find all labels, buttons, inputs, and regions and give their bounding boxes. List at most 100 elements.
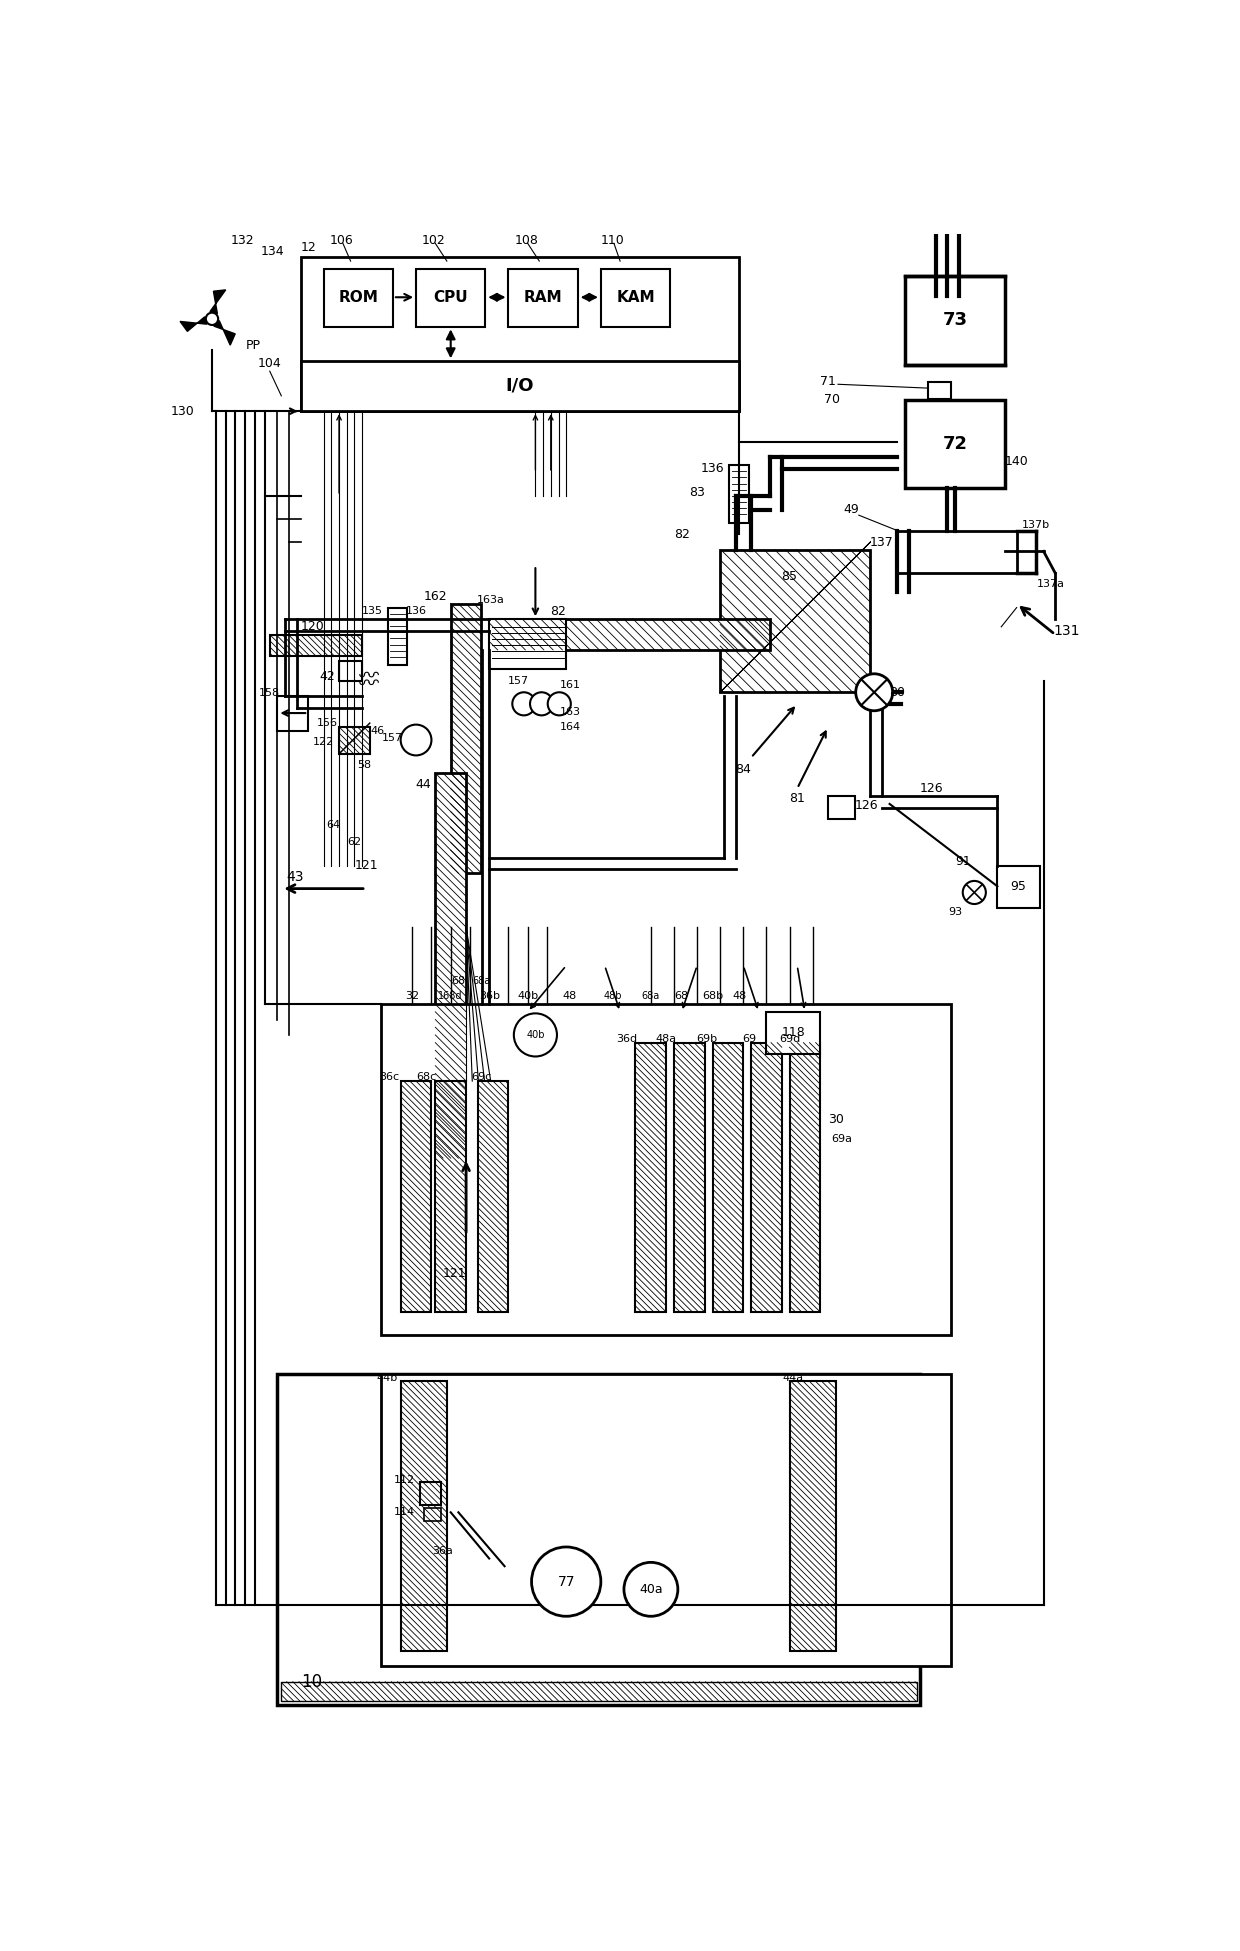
Text: 84: 84: [735, 763, 751, 776]
Text: 70: 70: [823, 394, 839, 406]
Text: 44: 44: [415, 778, 432, 792]
Text: 44a: 44a: [782, 1374, 804, 1383]
Text: ROM: ROM: [339, 291, 378, 304]
Bar: [729, 464, 749, 523]
Text: 157: 157: [382, 734, 403, 743]
Polygon shape: [212, 318, 236, 345]
Text: 130: 130: [171, 404, 195, 418]
Text: 162: 162: [424, 589, 448, 603]
Bar: [270, 634, 362, 656]
Text: 134: 134: [260, 244, 284, 258]
Text: 69a: 69a: [831, 1134, 852, 1143]
Text: 122: 122: [312, 737, 335, 747]
Circle shape: [513, 1013, 557, 1057]
Text: 12: 12: [300, 242, 316, 254]
Bar: [435, 773, 466, 1159]
Polygon shape: [211, 291, 226, 318]
Bar: [508, 269, 578, 326]
Text: 30: 30: [828, 1114, 843, 1126]
Circle shape: [856, 673, 893, 710]
Text: 42: 42: [320, 671, 335, 683]
Bar: [420, 1481, 441, 1504]
Text: 43: 43: [286, 870, 304, 884]
Bar: [905, 400, 1006, 488]
Bar: [751, 1042, 781, 1313]
Circle shape: [532, 1547, 601, 1615]
Text: 93: 93: [949, 907, 962, 917]
Text: 95: 95: [1011, 880, 1027, 894]
Text: 46: 46: [371, 726, 384, 736]
Text: 83: 83: [689, 486, 706, 499]
Text: 73: 73: [942, 312, 967, 330]
Bar: [278, 1374, 920, 1705]
Text: 121: 121: [355, 858, 378, 872]
Bar: [281, 1682, 916, 1701]
Bar: [766, 1013, 821, 1054]
Bar: [675, 1042, 704, 1313]
Bar: [790, 1381, 836, 1651]
Bar: [424, 1508, 440, 1520]
Bar: [382, 1005, 951, 1334]
Text: 163a: 163a: [477, 595, 505, 605]
Bar: [435, 1081, 466, 1313]
Text: 157: 157: [508, 675, 529, 685]
Polygon shape: [180, 316, 212, 332]
Text: 106: 106: [330, 234, 353, 246]
Text: 72: 72: [942, 435, 967, 453]
Text: 10: 10: [301, 1672, 322, 1692]
Text: 136: 136: [405, 607, 427, 617]
Bar: [270, 634, 362, 656]
Text: 48: 48: [733, 991, 746, 1001]
Bar: [751, 1042, 781, 1313]
Text: 156: 156: [317, 718, 339, 728]
Text: 69: 69: [743, 1034, 756, 1044]
Bar: [635, 1042, 666, 1313]
Text: 48a: 48a: [656, 1034, 677, 1044]
Text: 81: 81: [790, 792, 805, 806]
Bar: [401, 1081, 432, 1313]
Bar: [324, 269, 393, 326]
Text: 108: 108: [515, 234, 538, 246]
Text: 64: 64: [326, 821, 341, 831]
Text: 36d: 36d: [616, 1034, 637, 1044]
Circle shape: [206, 312, 218, 326]
Text: 40b: 40b: [526, 1030, 544, 1040]
Bar: [300, 361, 739, 412]
Bar: [928, 382, 951, 398]
Text: 118: 118: [781, 1026, 805, 1040]
Text: 140: 140: [1004, 455, 1028, 468]
Text: 62: 62: [347, 837, 362, 847]
Text: 164: 164: [559, 722, 580, 732]
Text: 49: 49: [843, 503, 859, 517]
Bar: [713, 1042, 743, 1313]
Text: 69c: 69c: [471, 1073, 491, 1083]
Text: I/O: I/O: [506, 377, 534, 394]
Bar: [477, 1081, 508, 1313]
Text: 114: 114: [394, 1508, 415, 1518]
Text: 40b: 40b: [517, 991, 538, 1001]
Bar: [450, 603, 481, 874]
Text: 121: 121: [443, 1266, 466, 1280]
Text: 44b: 44b: [377, 1374, 398, 1383]
Bar: [490, 618, 770, 650]
Text: 110: 110: [600, 234, 624, 246]
Text: 36a: 36a: [433, 1545, 454, 1555]
Bar: [300, 258, 739, 412]
Text: 126: 126: [920, 782, 944, 794]
Text: 40a: 40a: [639, 1582, 662, 1596]
Text: 77: 77: [558, 1574, 575, 1588]
Text: 36c: 36c: [379, 1073, 399, 1083]
Bar: [382, 1374, 951, 1666]
Bar: [601, 269, 670, 326]
Text: 137b: 137b: [1022, 521, 1050, 531]
Bar: [417, 269, 485, 326]
Bar: [790, 1042, 821, 1313]
Text: 68: 68: [451, 976, 465, 985]
Bar: [278, 697, 309, 732]
Text: 104: 104: [258, 357, 281, 371]
Bar: [905, 277, 1006, 365]
Text: 112: 112: [394, 1475, 415, 1485]
Text: 132: 132: [231, 234, 254, 246]
Text: 48: 48: [563, 991, 577, 1001]
Bar: [435, 1081, 466, 1313]
